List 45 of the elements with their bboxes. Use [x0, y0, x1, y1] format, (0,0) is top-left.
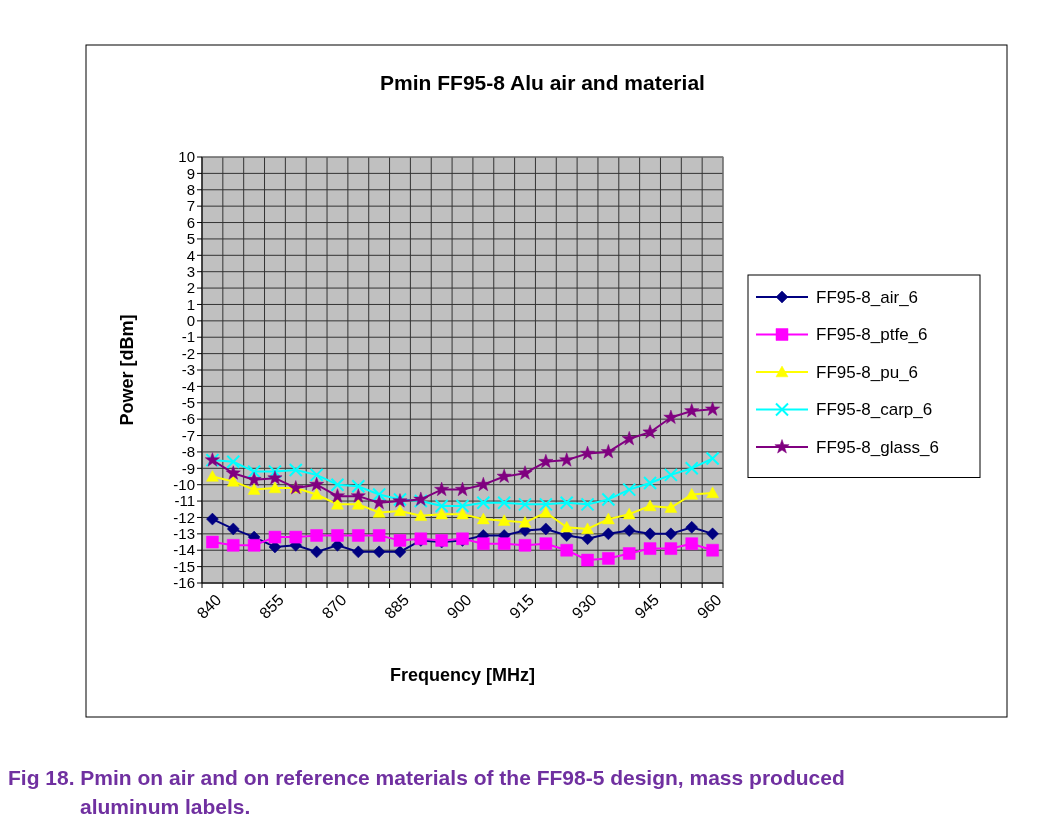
y-tick-label: -5 — [181, 394, 195, 412]
legend-label: FF95-8_air_6 — [816, 287, 919, 307]
x-tick-label: 840 — [193, 590, 225, 622]
y-tick-label: -6 — [181, 410, 195, 428]
x-tick-label: 885 — [381, 590, 413, 622]
y-tick-label: -7 — [181, 426, 195, 444]
x-tick-label: 900 — [443, 590, 475, 622]
legend-label: FF95-8_ptfe_6 — [816, 325, 928, 345]
y-tick-label: 7 — [186, 197, 195, 215]
y-tick-label: -13 — [173, 525, 195, 543]
y-tick-label: 10 — [178, 148, 195, 166]
x-tick-label: 855 — [256, 590, 288, 622]
y-tick-label: -16 — [173, 574, 195, 592]
y-tick-label: 9 — [186, 164, 195, 182]
legend-label: FF95-8_pu_6 — [816, 362, 919, 382]
x-tick-label: 960 — [693, 590, 725, 622]
y-tick-label: 5 — [186, 230, 195, 248]
y-axis-title: Power [dBm] — [117, 314, 137, 426]
y-tick-label: 1 — [186, 295, 195, 313]
y-tick-label: 4 — [186, 246, 195, 264]
y-tick-label: -1 — [181, 328, 195, 346]
x-tick-label: 945 — [631, 590, 663, 622]
x-tick-label: 930 — [568, 590, 600, 622]
y-tick-label: -12 — [173, 508, 195, 526]
y-tick-label: -4 — [181, 377, 195, 395]
y-tick-label: -3 — [181, 361, 195, 379]
y-tick-label: 2 — [186, 279, 195, 297]
legend-label: FF95-8_carp_6 — [816, 400, 933, 420]
y-tick-label: 6 — [186, 213, 195, 231]
y-tick-label: -11 — [174, 492, 195, 510]
caption: Fig 18. Pmin on air and on reference materials of the FF98-5 design, mass produced aluminum labels. — [8, 766, 845, 818]
chart-title: Pmin FF95-8 Alu air and material — [380, 71, 705, 94]
y-tick-label: -15 — [173, 557, 195, 575]
y-tick-label: -14 — [173, 541, 195, 559]
y-tick-label: -9 — [181, 459, 195, 477]
y-tick-label: -2 — [181, 344, 195, 362]
y-tick-label: 0 — [186, 312, 195, 330]
x-axis-title: Frequency [MHz] — [389, 665, 536, 685]
y-tick-label: -8 — [181, 443, 195, 461]
x-tick-label: 915 — [506, 590, 538, 622]
legend-label: FF95-8_glass_6 — [816, 437, 939, 457]
x-tick-label: 870 — [318, 590, 350, 622]
y-tick-label: -10 — [173, 475, 195, 493]
y-tick-label: 3 — [186, 262, 195, 280]
y-tick-label: 8 — [186, 181, 195, 199]
